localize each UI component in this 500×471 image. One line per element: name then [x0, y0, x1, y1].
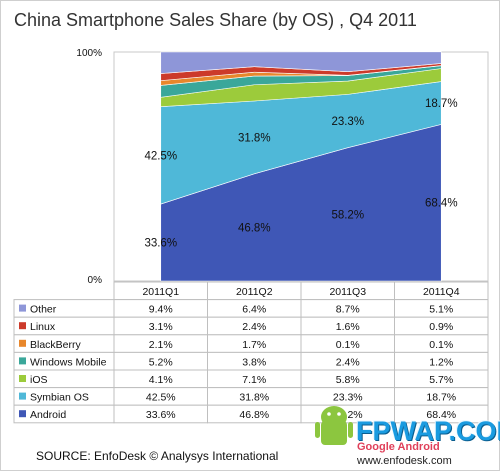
table-value-android-2: 46.8%: [239, 409, 269, 421]
table-legend-cell: [13, 369, 115, 389]
data-label-android-4: 68.4%: [425, 198, 458, 210]
table-cell: [394, 404, 489, 424]
data-label-symbian-os-1: 42.5%: [144, 150, 177, 162]
chart-title: China Smartphone Sales Share (by OS) , Q…: [14, 10, 417, 30]
y-tick-label-0: 0%: [88, 275, 103, 286]
table-value-symbian-os-1: 42.5%: [146, 392, 176, 404]
table-value-other-1: 9.4%: [149, 304, 173, 316]
data-label-symbian-os-2: 31.8%: [238, 132, 271, 144]
legend-label-linux: Linux: [30, 321, 56, 333]
data-label-android-2: 46.8%: [238, 222, 271, 234]
table-value-other-3: 8.7%: [336, 304, 360, 316]
table-legend-cell: [13, 316, 115, 336]
table-value-ios-2: 7.1%: [242, 374, 266, 386]
legend-swatch-ios: [19, 375, 26, 382]
table-value-windows-mobile-1: 5.2%: [149, 356, 173, 368]
watermark-url: FPWAP.COM: [356, 416, 500, 446]
table-value-blackberry-3: 0.1%: [336, 339, 360, 351]
data-label-android-1: 33.6%: [144, 238, 177, 250]
table-value-other-2: 6.4%: [242, 304, 266, 316]
table-value-symbian-os-4: 18.7%: [426, 392, 456, 404]
table-value-linux-3: 1.6%: [336, 321, 360, 333]
legend-swatch-blackberry: [19, 339, 26, 347]
table-value-blackberry-4: 0.1%: [429, 339, 453, 351]
legend-swatch-symbian-os: [19, 392, 26, 400]
legend-label-symbian-os: Symbian OS: [30, 392, 89, 404]
table-value-symbian-os-3: 23.3%: [333, 392, 363, 404]
table-value-linux-4: 0.9%: [429, 321, 453, 333]
legend-label-other: Other: [30, 304, 57, 316]
table-legend-cell: [13, 299, 115, 318]
table-value-blackberry-1: 2.1%: [149, 339, 173, 351]
table-value-windows-mobile-3: 2.4%: [336, 356, 360, 368]
android-eye-left: [327, 412, 331, 416]
watermark-tagline: Google Android: [357, 441, 440, 453]
x-tick-label-2: 2011Q2: [236, 286, 273, 298]
area-other: [160, 51, 442, 74]
android-eye-right: [337, 412, 341, 416]
y-tick-label-100: 100%: [76, 48, 102, 59]
source-note: SOURCE: EnfoDesk © Analysys Internationa…: [36, 449, 279, 463]
legend-swatch-other: [19, 304, 26, 312]
data-label-symbian-os-4: 18.7%: [425, 98, 458, 110]
android-body: [321, 421, 347, 445]
android-arm-left: [315, 422, 320, 438]
watermark-site: www.enfodesk.com: [357, 455, 452, 467]
legend-label-blackberry: BlackBerry: [30, 339, 82, 351]
table-value-symbian-os-2: 31.8%: [239, 392, 269, 404]
data-label-symbian-os-3: 23.3%: [331, 116, 364, 128]
legend-swatch-android: [19, 410, 26, 418]
table-value-other-4: 5.1%: [429, 304, 453, 316]
table-value-ios-1: 4.1%: [149, 374, 173, 386]
legend-label-windows-mobile: Windows Mobile: [30, 356, 107, 368]
android-arm-right: [348, 422, 353, 438]
table-value-windows-mobile-4: 1.2%: [429, 356, 453, 368]
table-value-linux-2: 2.4%: [242, 321, 266, 333]
table-value-linux-1: 3.1%: [149, 321, 173, 333]
android-logo-icon: [315, 406, 353, 445]
x-tick-label-4: 2011Q4: [423, 286, 460, 298]
table-value-ios-3: 5.8%: [336, 374, 360, 386]
table-value-android-1: 33.6%: [146, 409, 176, 421]
table-value-android-4: 68.4%: [426, 409, 456, 421]
x-tick-label-1: 2011Q1: [142, 286, 179, 298]
x-tick-label-3: 2011Q3: [329, 286, 366, 298]
table-value-blackberry-2: 1.7%: [242, 339, 266, 351]
legend-label-android: Android: [30, 409, 66, 421]
table-value-ios-4: 5.7%: [429, 374, 453, 386]
legend-swatch-linux: [19, 322, 26, 330]
legend-label-ios: iOS: [30, 374, 48, 386]
table-value-windows-mobile-2: 3.8%: [242, 356, 266, 368]
legend-swatch-windows-mobile: [19, 357, 26, 365]
data-label-android-3: 58.2%: [331, 209, 364, 221]
